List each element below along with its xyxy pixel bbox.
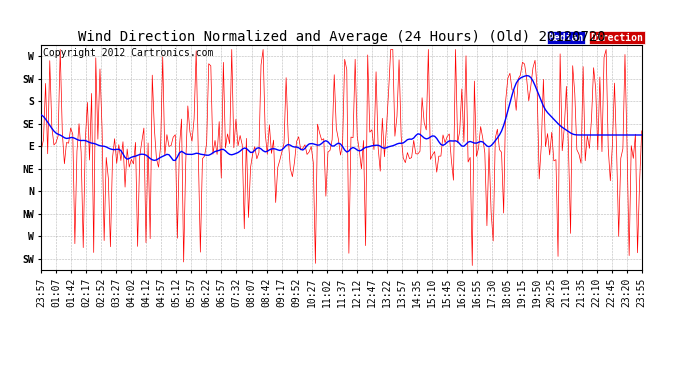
Title: Wind Direction Normalized and Average (24 Hours) (Old) 20120720: Wind Direction Normalized and Average (2… <box>78 30 605 44</box>
Text: Direction: Direction <box>591 33 644 43</box>
Text: Copyright 2012 Cartronics.com: Copyright 2012 Cartronics.com <box>43 48 213 58</box>
Text: Median: Median <box>549 33 584 43</box>
